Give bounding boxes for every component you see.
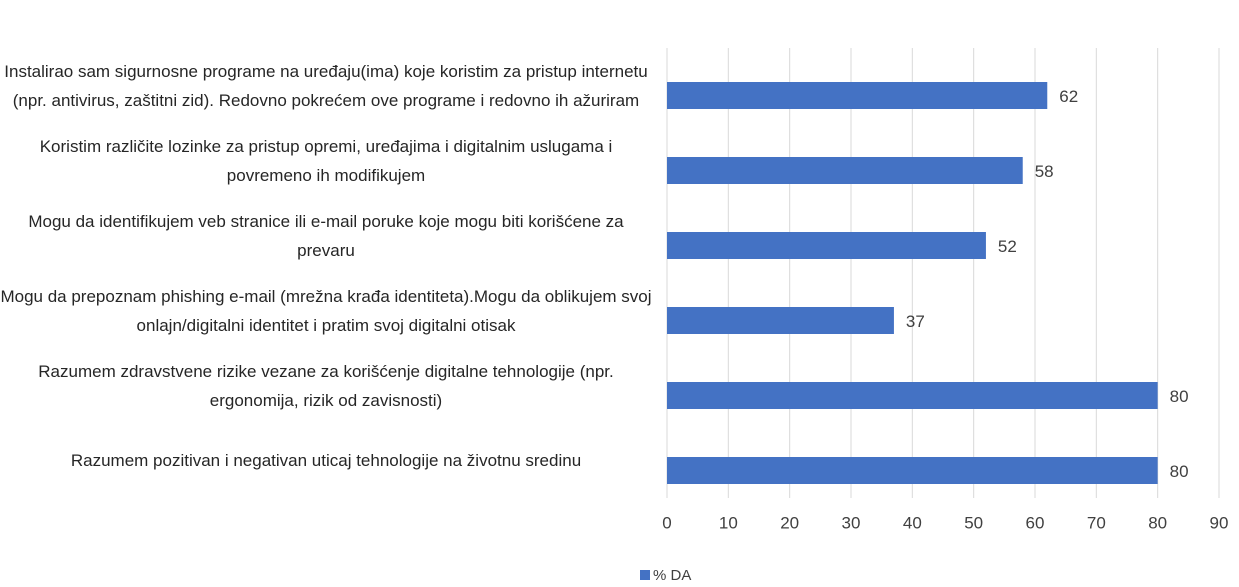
bar: [667, 307, 894, 334]
x-tick-label: 80: [1148, 513, 1167, 532]
x-tick-label: 60: [1026, 513, 1045, 532]
bar: [667, 157, 1023, 184]
y-tick-label: Mogu da prepoznam phishing e-mail (mrežn…: [0, 286, 652, 335]
x-tick-label: 10: [719, 513, 738, 532]
bar: [667, 457, 1158, 484]
bar: [667, 232, 986, 259]
data-label: 58: [1035, 162, 1054, 181]
y-tick-label: Razumem zdravstvene rizike vezane za kor…: [38, 361, 614, 410]
data-label: 80: [1170, 462, 1189, 481]
x-tick-label: 90: [1210, 513, 1229, 532]
y-tick-label: Mogu da identifikujem veb stranice ili e…: [28, 211, 624, 260]
y-tick-label: Instalirao sam sigurnosne programe na ur…: [4, 61, 648, 110]
x-tick-label: 30: [842, 513, 861, 532]
y-tick-label: Razumem pozitivan i negativan uticaj teh…: [70, 451, 582, 470]
data-label: 80: [1170, 387, 1189, 406]
data-label: 62: [1059, 87, 1078, 106]
x-tick-label: 40: [903, 513, 922, 532]
x-tick-label: 20: [780, 513, 799, 532]
x-tick-label: 50: [964, 513, 983, 532]
y-tick-label: Koristim različite lozinke za pristup op…: [39, 136, 613, 185]
bar: [667, 382, 1158, 409]
x-tick-label: 70: [1087, 513, 1106, 532]
bar: [667, 82, 1048, 109]
data-label: 52: [998, 237, 1017, 256]
legend-swatch: [640, 570, 650, 580]
legend-label: % DA: [653, 567, 691, 584]
x-tick-label: 0: [662, 513, 671, 532]
data-label: 37: [906, 312, 925, 331]
